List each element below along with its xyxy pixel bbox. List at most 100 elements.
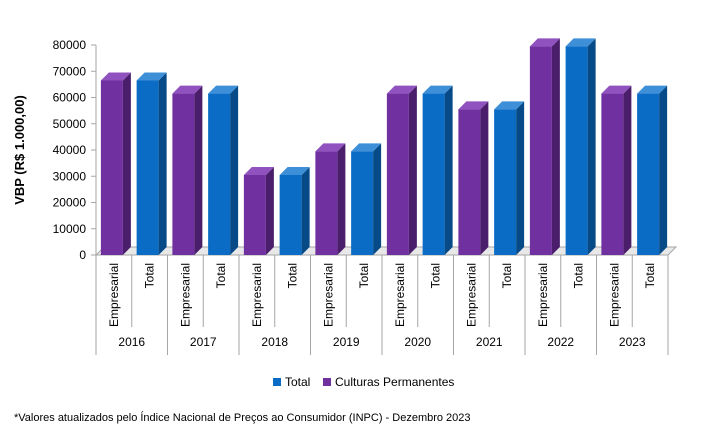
- bar-side: [194, 85, 203, 255]
- y-axis: 0 10000 20000 30000 40000 50000 60000 70000 8000…: [53, 38, 97, 262]
- bar-top: [458, 101, 489, 110]
- bar-front: [279, 174, 302, 255]
- bar-side: [158, 72, 167, 255]
- bar: [637, 85, 668, 255]
- bar-front: [422, 93, 445, 255]
- bar-side: [587, 38, 596, 255]
- bar-top: [422, 85, 453, 94]
- bar: [172, 85, 203, 255]
- bar: [243, 166, 274, 255]
- legend-swatch: [323, 378, 331, 386]
- bar-side: [551, 38, 560, 255]
- category-label: Total: [357, 263, 371, 288]
- bar-front: [136, 80, 159, 255]
- y-tick-label: 0: [79, 248, 86, 262]
- bar-top: [208, 85, 239, 94]
- bar-front: [494, 109, 517, 255]
- bar-top: [601, 85, 632, 94]
- bar: [565, 38, 596, 255]
- category-axis: Empresarial Total 2016 Empresarial Total 2017…: [95, 255, 669, 355]
- bar: [136, 72, 167, 255]
- bar-chart: 0 10000 20000 30000 40000 50000 60000 70000 8000…: [12, 38, 678, 389]
- bar: [386, 85, 417, 255]
- year-label: 2021: [476, 335, 503, 349]
- category-label: Empresarial: [393, 263, 407, 327]
- year-label: 2022: [547, 335, 574, 349]
- bar-side: [623, 85, 632, 255]
- bar-top: [565, 38, 596, 47]
- bar-side: [230, 85, 239, 255]
- category-label: Empresarial: [464, 263, 478, 327]
- category-label: Total: [429, 263, 443, 288]
- bar-top: [279, 166, 310, 175]
- bar-front: [315, 151, 338, 255]
- bar-side: [408, 85, 417, 255]
- bar: [458, 101, 489, 255]
- y-axis-label: VBP (R$ 1.000,00): [12, 95, 27, 205]
- category-label: Empresarial: [321, 263, 335, 327]
- bar-side: [444, 85, 453, 255]
- bar-top: [315, 143, 346, 152]
- bars: [100, 38, 668, 255]
- legend: Total Culturas Permanentes: [273, 375, 454, 389]
- year-label: 2018: [261, 335, 288, 349]
- bar-top: [386, 85, 417, 94]
- bar-side: [659, 85, 668, 255]
- category-label: Total: [643, 263, 657, 288]
- bar-top: [100, 72, 131, 81]
- bar: [351, 143, 382, 255]
- bar: [494, 101, 525, 255]
- bar-front: [100, 80, 123, 255]
- year-label: 2019: [333, 335, 360, 349]
- bar-top: [172, 85, 203, 94]
- y-tick-label: 60000: [53, 91, 87, 105]
- y-tick-label: 50000: [53, 117, 87, 131]
- category-label: Total: [214, 263, 228, 288]
- category-label: Empresarial: [607, 263, 621, 327]
- category-label: Empresarial: [178, 263, 192, 327]
- bar-front: [386, 93, 409, 255]
- bar-front: [172, 93, 195, 255]
- bar-front: [565, 46, 588, 255]
- bar: [315, 143, 346, 255]
- legend-label: Total: [285, 375, 310, 389]
- bar-front: [351, 151, 374, 255]
- bar-side: [301, 166, 310, 255]
- bar-top: [637, 85, 668, 94]
- category-label: Total: [500, 263, 514, 288]
- bar-top: [351, 143, 382, 152]
- bar-front: [208, 93, 231, 255]
- bar-side: [122, 72, 131, 255]
- bar: [601, 85, 632, 255]
- bar-side: [337, 143, 346, 255]
- bar-side: [265, 166, 274, 255]
- bar-front: [243, 174, 266, 255]
- y-tick-label: 10000: [53, 222, 87, 236]
- y-tick-label: 80000: [53, 38, 87, 52]
- category-label: Total: [286, 263, 300, 288]
- category-label: Empresarial: [107, 263, 121, 327]
- category-label: Empresarial: [250, 263, 264, 327]
- year-label: 2020: [404, 335, 431, 349]
- bar: [279, 166, 310, 255]
- category-label: Empresarial: [536, 263, 550, 327]
- legend-label: Culturas Permanentes: [335, 375, 454, 389]
- y-tick-label: 40000: [53, 143, 87, 157]
- y-tick-label: 20000: [53, 196, 87, 210]
- bar-top: [243, 166, 274, 175]
- bar-top: [136, 72, 167, 81]
- category-label: Total: [572, 263, 586, 288]
- year-label: 2016: [118, 335, 145, 349]
- bar-front: [601, 93, 624, 255]
- bar-side: [373, 143, 382, 255]
- bar: [529, 38, 560, 255]
- bar-front: [529, 46, 552, 255]
- bar-front: [637, 93, 660, 255]
- category-label: Total: [143, 263, 157, 288]
- y-tick-label: 30000: [53, 169, 87, 183]
- bar-top: [529, 38, 560, 47]
- bar-side: [516, 101, 525, 255]
- year-label: 2023: [619, 335, 646, 349]
- footnote: *Valores atualizados pelo Índice Naciona…: [14, 412, 471, 424]
- legend-swatch: [273, 378, 281, 386]
